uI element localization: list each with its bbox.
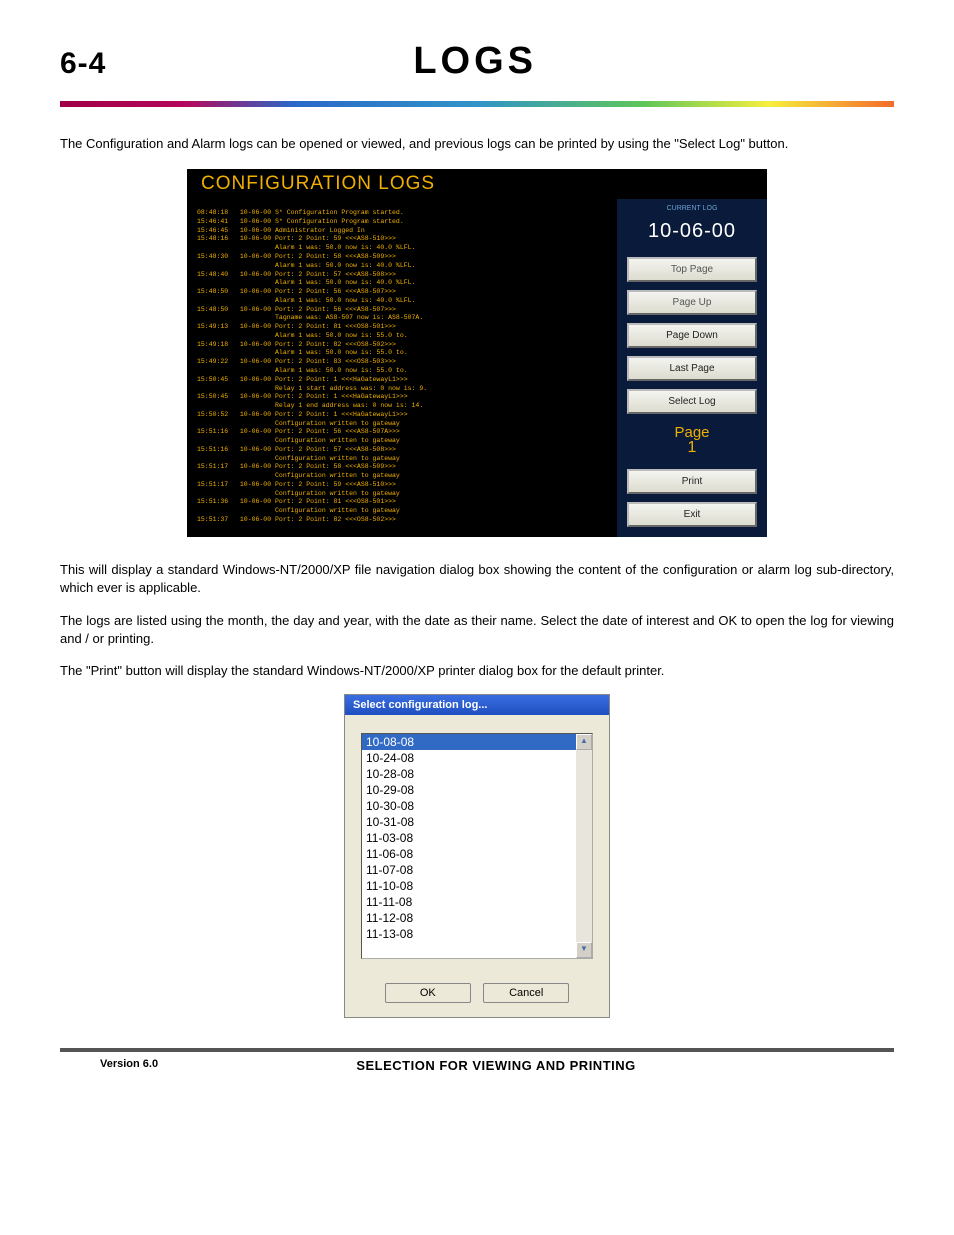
list-item[interactable]: 10-28-08 <box>362 766 576 782</box>
list-item[interactable]: 11-13-08 <box>362 926 576 942</box>
listbox-scrollbar[interactable]: ▲ ▼ <box>576 734 592 958</box>
log-text-area: 08:48:18 10-06-00 S* Configuration Progr… <box>187 199 617 537</box>
scroll-up-icon[interactable]: ▲ <box>576 734 592 750</box>
page-number: 1 <box>627 439 757 457</box>
config-title-bar: CONFIGURATION LOGS <box>187 169 767 199</box>
page-up-button[interactable]: Page Up <box>627 290 757 315</box>
cancel-button[interactable]: Cancel <box>483 983 569 1003</box>
select-log-dialog: Select configuration log... 10-08-0810-2… <box>344 694 610 1018</box>
page-title: LOGS <box>106 40 844 83</box>
list-item[interactable]: 11-07-08 <box>362 862 576 878</box>
list-item[interactable]: 10-24-08 <box>362 750 576 766</box>
config-title: CONFIGURATION LOGS <box>201 173 435 194</box>
exit-button[interactable]: Exit <box>627 502 757 527</box>
top-page-button[interactable]: Top Page <box>627 257 757 282</box>
log-file-listbox[interactable]: 10-08-0810-24-0810-28-0810-29-0810-30-08… <box>361 733 593 959</box>
intro-paragraph-1: The Configuration and Alarm logs can be … <box>60 135 894 153</box>
dialog-titlebar: Select configuration log... <box>345 695 609 715</box>
footer-version: Version 6.0 <box>100 1058 158 1073</box>
list-item[interactable]: 10-08-08 <box>362 734 576 750</box>
list-item[interactable]: 11-11-08 <box>362 894 576 910</box>
current-log-label: CURRENT LOG <box>627 205 757 212</box>
last-page-button[interactable]: Last Page <box>627 356 757 381</box>
ok-button[interactable]: OK <box>385 983 471 1003</box>
list-item[interactable]: 11-12-08 <box>362 910 576 926</box>
page-down-button[interactable]: Page Down <box>627 323 757 348</box>
paragraph-3: The logs are listed using the month, the… <box>60 612 894 648</box>
configuration-logs-window: CONFIGURATION LOGS 08:48:18 10-06-00 S* … <box>187 169 767 537</box>
footer-label: SELECTION FOR VIEWING AND PRINTING <box>158 1058 834 1073</box>
page-header: 6-4 LOGS <box>60 40 894 93</box>
list-item[interactable]: 10-29-08 <box>362 782 576 798</box>
list-item[interactable]: 11-03-08 <box>362 830 576 846</box>
list-item[interactable]: 10-31-08 <box>362 814 576 830</box>
current-log-date: 10-06-00 <box>627 220 757 243</box>
select-log-button[interactable]: Select Log <box>627 389 757 414</box>
section-number: 6-4 <box>60 47 106 81</box>
list-item[interactable]: 10-30-08 <box>362 798 576 814</box>
gradient-divider <box>60 101 894 107</box>
print-button[interactable]: Print <box>627 469 757 494</box>
list-item[interactable]: 11-06-08 <box>362 846 576 862</box>
list-item[interactable]: 11-10-08 <box>362 878 576 894</box>
page-indicator: Page 1 <box>627 422 757 461</box>
footer-rule <box>60 1048 894 1052</box>
paragraph-4: The "Print" button will display the stan… <box>60 662 894 680</box>
scroll-down-icon[interactable]: ▼ <box>576 942 592 958</box>
config-side-panel: CURRENT LOG 10-06-00 Top Page Page Up Pa… <box>617 199 767 537</box>
paragraph-2: This will display a standard Windows-NT/… <box>60 561 894 597</box>
page-footer: Version 6.0 SELECTION FOR VIEWING AND PR… <box>60 1058 894 1073</box>
